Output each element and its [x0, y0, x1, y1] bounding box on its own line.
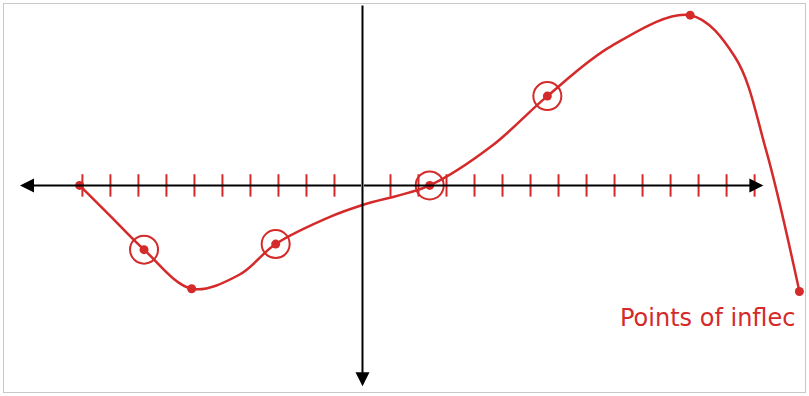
- svg-text:Points of inflec: Points of inflec: [620, 304, 795, 332]
